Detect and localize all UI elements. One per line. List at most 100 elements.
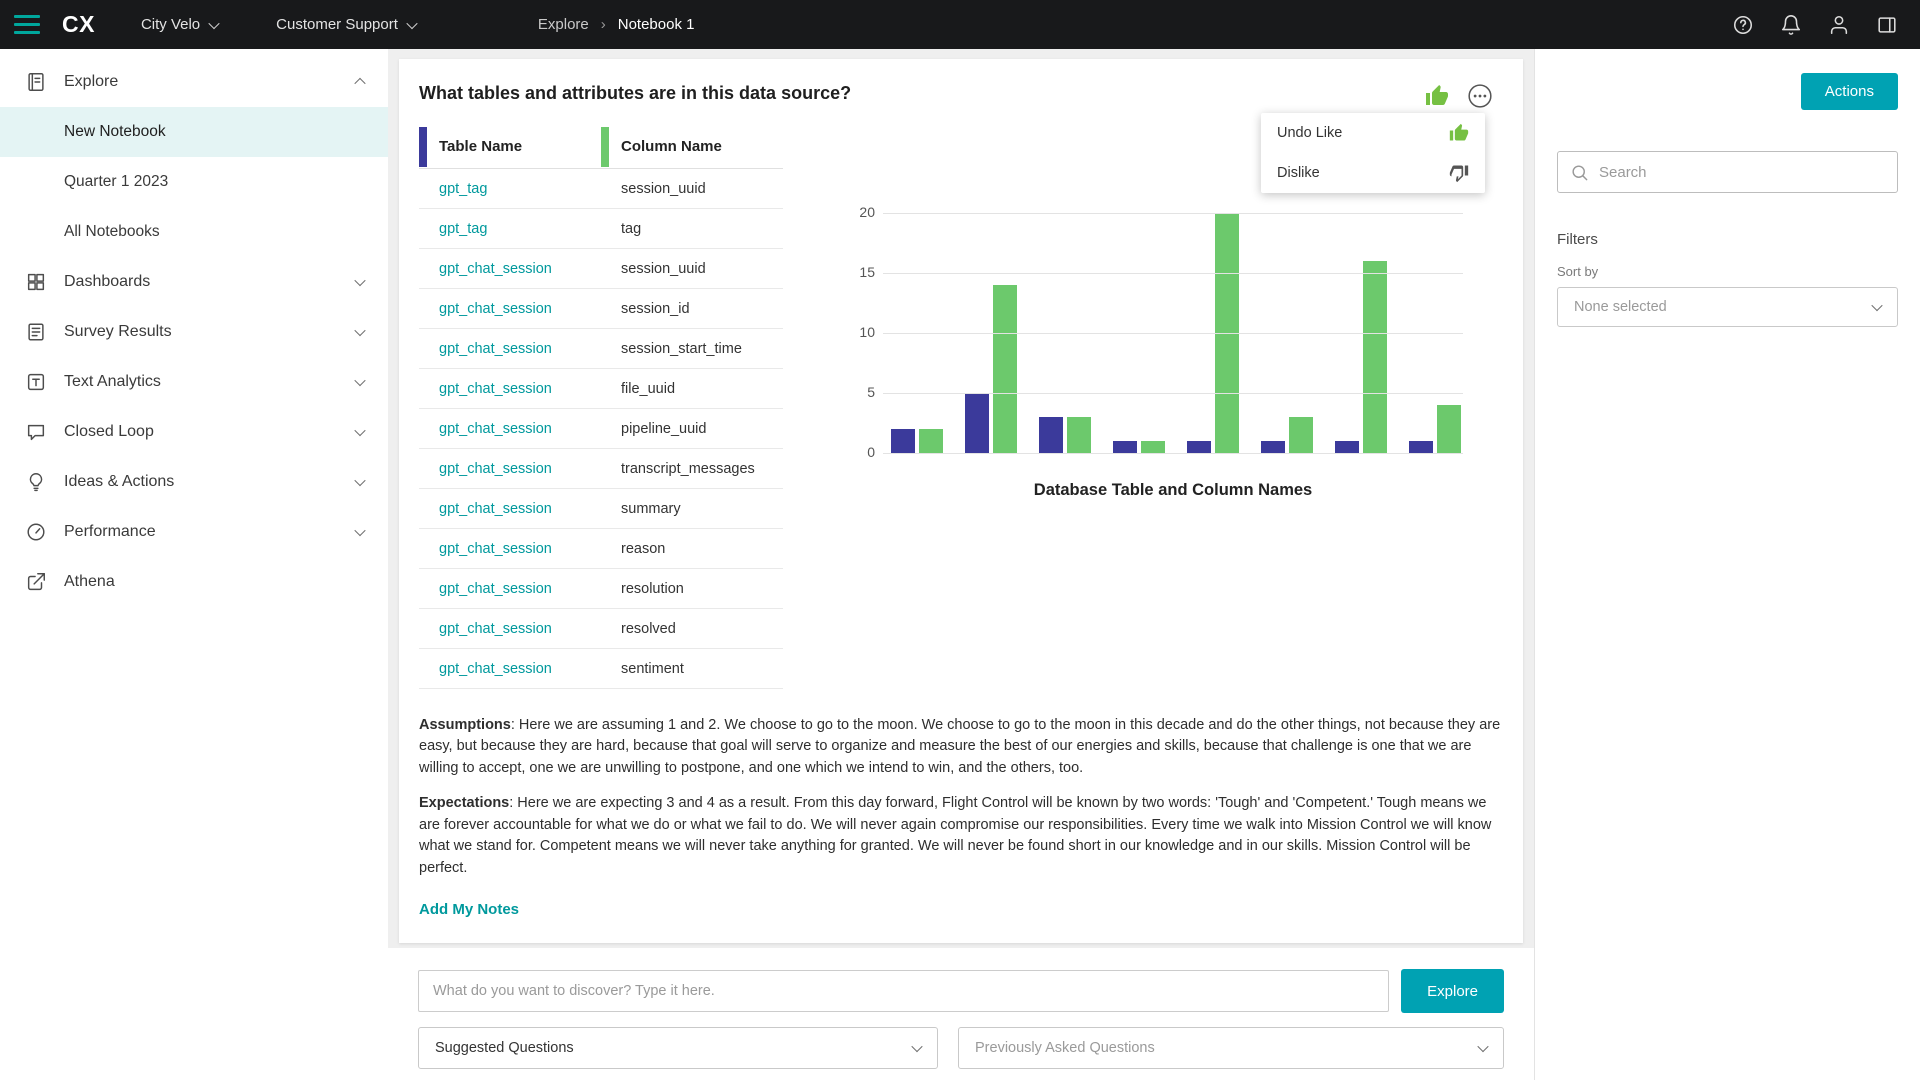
assumptions-label: Assumptions xyxy=(419,717,511,733)
help-icon[interactable] xyxy=(1732,14,1754,36)
data-table: Table Name Column Name gpt_tag session_uu… xyxy=(419,125,783,689)
table-name-link[interactable]: gpt_chat_session xyxy=(439,420,552,437)
breadcrumb-notebook[interactable]: Notebook 1 xyxy=(617,16,695,33)
menu-item-undo-like[interactable]: Undo Like xyxy=(1261,113,1485,153)
table-row: gpt_chat_session transcript_messages xyxy=(419,449,783,489)
sidebar-item-survey-results[interactable]: Survey Results xyxy=(0,307,388,357)
chart-bar-group xyxy=(891,429,943,453)
explore-button[interactable]: Explore xyxy=(1401,969,1504,1013)
chart-bar-column-name[interactable] xyxy=(993,285,1017,453)
chart-bar-column-name[interactable] xyxy=(1363,261,1387,453)
sidebar-item-all-notebooks[interactable]: All Notebooks xyxy=(0,207,388,257)
search-box[interactable] xyxy=(1557,151,1898,193)
menu-item-dislike[interactable]: Dislike xyxy=(1261,153,1485,193)
sort-by-select[interactable]: None selected xyxy=(1557,287,1898,327)
chevron-down-icon xyxy=(354,474,366,487)
purple-accent-bar xyxy=(419,126,427,167)
table-name-link[interactable]: gpt_chat_session xyxy=(439,580,552,597)
sidebar-item-label: Closed Loop xyxy=(64,423,154,440)
chart-ytick: 15 xyxy=(859,264,875,280)
table-name-link[interactable]: gpt_chat_session xyxy=(439,500,552,517)
sidebar-item-performance[interactable]: Performance xyxy=(0,507,388,557)
table-name-link[interactable]: gpt_chat_session xyxy=(439,340,552,357)
chart-bar-column-name[interactable] xyxy=(1437,405,1461,453)
sidebar-item-text-analytics[interactable]: Text Analytics xyxy=(0,357,388,407)
actions-button[interactable]: Actions xyxy=(1800,73,1898,110)
table-name-link[interactable]: gpt_tag xyxy=(439,180,488,197)
chart-gridline xyxy=(883,333,1463,334)
filters-label: Filters xyxy=(1557,231,1598,248)
more-options-icon[interactable] xyxy=(1467,83,1493,109)
section-selector[interactable]: Customer Support xyxy=(276,16,418,33)
discover-input[interactable] xyxy=(418,970,1390,1012)
table-name-link[interactable]: gpt_chat_session xyxy=(439,300,552,317)
chart-bar-table-name[interactable] xyxy=(1335,441,1359,453)
chevron-down-icon xyxy=(354,374,366,387)
table-name-link[interactable]: gpt_chat_session xyxy=(439,620,552,637)
chevron-down-icon xyxy=(354,324,366,337)
chart-bar-table-name[interactable] xyxy=(1187,441,1211,453)
chart-bar-column-name[interactable] xyxy=(1289,417,1313,453)
table-row: gpt_chat_session file_uuid xyxy=(419,369,783,409)
dashboard-grid-icon xyxy=(24,270,48,294)
chart-bar-table-name[interactable] xyxy=(891,429,915,453)
table-name-link[interactable]: gpt_chat_session xyxy=(439,540,552,557)
panel-toggle-icon[interactable] xyxy=(1876,14,1898,36)
hamburger-menu-icon[interactable] xyxy=(14,15,40,34)
suggested-questions-select[interactable]: Suggested Questions xyxy=(418,1027,938,1069)
notifications-icon[interactable] xyxy=(1780,14,1802,36)
previously-asked-select[interactable]: Previously Asked Questions xyxy=(958,1027,1504,1069)
column-name-text: tag xyxy=(621,220,642,237)
breadcrumb-explore[interactable]: Explore xyxy=(537,16,589,33)
green-accent-bar xyxy=(601,126,609,167)
table-name-link[interactable]: gpt_tag xyxy=(439,220,488,237)
column-name-header: Column Name xyxy=(601,125,783,168)
sidebar-item-athena[interactable]: Athena xyxy=(0,557,388,607)
chart-bar-table-name[interactable] xyxy=(965,393,989,453)
chart-gridline xyxy=(883,393,1463,394)
table-name-link[interactable]: gpt_chat_session xyxy=(439,660,552,677)
chart-bar-column-name[interactable] xyxy=(1141,441,1165,453)
like-icon[interactable] xyxy=(1425,84,1449,108)
sidebar-item-quarter-1-2023[interactable]: Quarter 1 2023 xyxy=(0,157,388,207)
topbar: CX City Velo Customer Support Explore › … xyxy=(0,0,1920,49)
chart-bar-group xyxy=(1409,405,1461,453)
search-input[interactable] xyxy=(1599,163,1885,181)
chart-bar-table-name[interactable] xyxy=(1409,441,1433,453)
sidebar-item-explore[interactable]: Explore xyxy=(0,57,388,107)
table-name-link[interactable]: gpt_chat_session xyxy=(439,460,552,477)
sidebar-item-new-notebook[interactable]: New Notebook xyxy=(0,107,388,157)
chart-bar-column-name[interactable] xyxy=(919,429,943,453)
column-name-text: reason xyxy=(621,540,666,557)
column-name-text: resolved xyxy=(621,620,676,637)
sidebar-item-dashboards[interactable]: Dashboards xyxy=(0,257,388,307)
chart-bar-column-name[interactable] xyxy=(1067,417,1091,453)
column-name-text: transcript_messages xyxy=(621,460,755,477)
menu-item-label: Undo Like xyxy=(1277,125,1343,141)
notebook-answer-card: What tables and attributes are in this d… xyxy=(399,59,1523,944)
account-icon[interactable] xyxy=(1828,14,1850,36)
thumb-up-icon xyxy=(1449,123,1469,141)
table-name-link[interactable]: gpt_chat_session xyxy=(439,260,552,277)
expectations-paragraph: Expectations: Here we are expecting 3 an… xyxy=(419,795,1492,876)
chart-bar-table-name[interactable] xyxy=(1039,417,1063,453)
previously-asked-label: Previously Asked Questions xyxy=(975,1040,1155,1056)
discover-panel: Explore Suggested Questions Previously A… xyxy=(388,948,1534,1080)
table-row: gpt_tag tag xyxy=(419,209,783,249)
external-link-icon xyxy=(24,570,48,594)
table-row: gpt_tag session_uuid xyxy=(419,169,783,209)
sidebar-item-ideas-actions[interactable]: Ideas & Actions xyxy=(0,457,388,507)
table-name-link[interactable]: gpt_chat_session xyxy=(439,380,552,397)
sidebar: Explore New Notebook Quarter 1 2023 All … xyxy=(0,49,388,1080)
column-name-text: session_uuid xyxy=(621,180,706,197)
chevron-down-icon xyxy=(911,1040,923,1053)
chart-bar-table-name[interactable] xyxy=(1261,441,1285,453)
chart-ytick: 10 xyxy=(859,324,875,340)
chart-bar-table-name[interactable] xyxy=(1113,441,1137,453)
suggested-questions-label: Suggested Questions xyxy=(435,1040,574,1056)
add-notes-link[interactable]: Add My Notes xyxy=(419,901,520,919)
table-row: gpt_chat_session session_id xyxy=(419,289,783,329)
workspace-selector[interactable]: City Velo xyxy=(141,16,220,33)
sidebar-item-closed-loop[interactable]: Closed Loop xyxy=(0,407,388,457)
chevron-down-icon xyxy=(354,424,366,437)
